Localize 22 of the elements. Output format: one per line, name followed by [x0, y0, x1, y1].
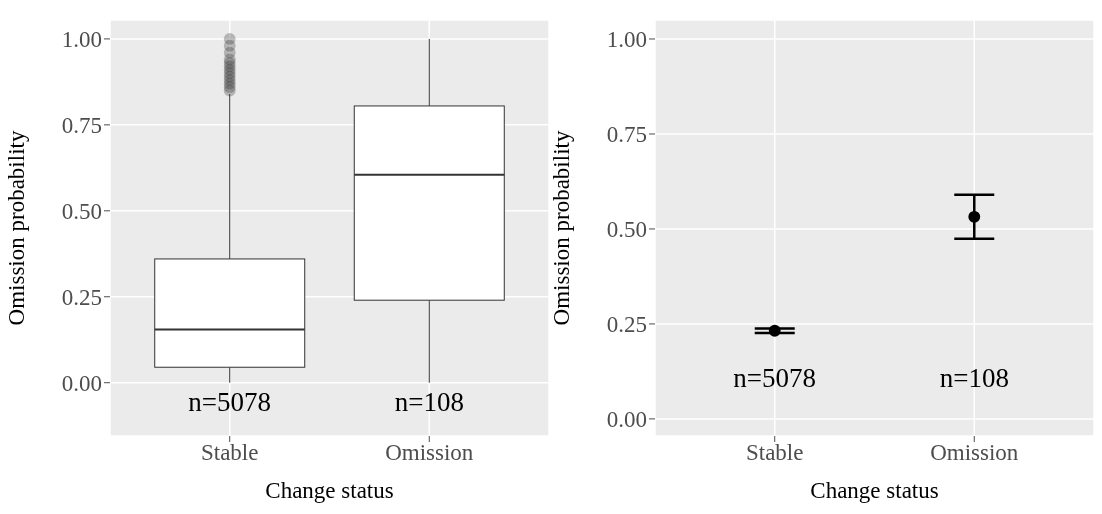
y-tick-label: 0.25: [61, 284, 102, 310]
x-tick-label: Omission: [930, 440, 1019, 466]
annotation: n=108: [939, 362, 1009, 394]
annotation: n=5078: [188, 386, 272, 418]
y-tick-label: 0.00: [606, 407, 647, 433]
y-tick-label: 0.50: [606, 217, 647, 243]
y-tick-label: 0.75: [606, 122, 647, 148]
y-axis-title: Omission probability: [4, 130, 30, 326]
x-axis-title: Change status: [265, 478, 394, 503]
annotation: n=108: [394, 386, 464, 418]
y-tick-label: 0.00: [61, 370, 102, 396]
y-tick-label: 0.50: [61, 198, 102, 224]
y-tick-label: 0.75: [61, 113, 102, 139]
y-tick-label: 1.00: [606, 27, 647, 53]
x-tick-label: Stable: [745, 440, 804, 466]
x-tick-label: Stable: [200, 440, 259, 466]
y-tick-label: 1.00: [61, 27, 102, 53]
y-axis-title: Omission probability: [549, 130, 575, 326]
x-tick-label: Omission: [385, 440, 474, 466]
annotation: n=5078: [733, 362, 817, 394]
y-tick-label: 0.25: [606, 312, 647, 338]
x-axis-title: Change status: [810, 478, 939, 503]
